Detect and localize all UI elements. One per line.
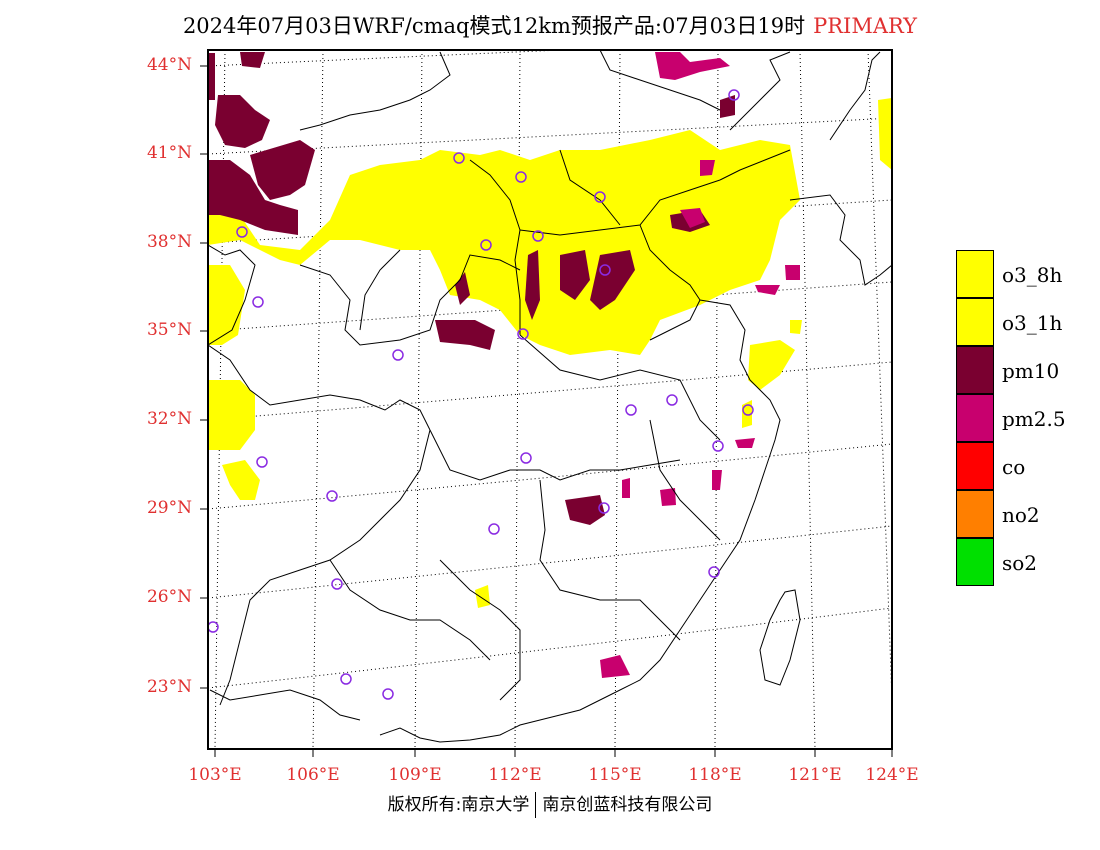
lon-label-103: 103°E — [188, 765, 242, 785]
lat-label-29: 29°N — [146, 498, 192, 518]
lon-label-115: 115°E — [588, 765, 642, 785]
pm25-regions — [600, 52, 800, 678]
lat-label-32: 32°N — [146, 409, 192, 429]
lon-label-118: 118°E — [688, 765, 742, 785]
legend-label-o3-8h: o3_8h — [1002, 263, 1063, 287]
o3-regions — [208, 98, 892, 608]
legend-swatch-o3-1h — [956, 298, 994, 346]
lon-label-124: 124°E — [865, 765, 919, 785]
legend-swatch-co — [956, 442, 994, 490]
legend-item-pm10: pm10 — [956, 346, 1059, 394]
lat-label-38: 38°N — [146, 232, 192, 252]
legend-swatch-pm25 — [956, 394, 994, 442]
axis-ticks — [200, 65, 893, 757]
lon-label-121: 121°E — [788, 765, 842, 785]
legend-item-o3-8h: o3_8h — [956, 250, 1062, 298]
legend-item-o3-1h: o3_1h — [956, 298, 1062, 346]
legend: o3_8h o3_1h pm10 pm2.5 co no2 so2 — [956, 250, 1066, 586]
lat-label-35: 35°N — [146, 320, 192, 340]
lat-label-23: 23°N — [146, 677, 192, 697]
title-tag: PRIMARY — [813, 14, 918, 38]
legend-label-co: co — [1002, 455, 1026, 479]
lon-label-106: 106°E — [286, 765, 340, 785]
legend-label-pm10: pm10 — [1002, 359, 1060, 383]
map-title: 2024年07月03日WRF/cmaq模式12km预报产品:07月03日19时 P… — [0, 10, 1100, 40]
lat-label-41: 41°N — [146, 143, 192, 163]
legend-label-o3-1h: o3_1h — [1002, 311, 1063, 335]
legend-item-no2: no2 — [956, 490, 1040, 538]
title-main: 2024年07月03日WRF/cmaq模式12km预报产品:07月03日19时 — [182, 14, 806, 38]
latitude-gridlines — [208, 50, 892, 689]
boundary-lines — [208, 50, 892, 743]
lat-label-44: 44°N — [146, 55, 192, 75]
legend-label-no2: no2 — [1002, 503, 1040, 527]
lon-label-112: 112°E — [488, 765, 542, 785]
legend-item-co: co — [956, 442, 1025, 490]
footer-right: 南京创蓝科技有限公司 — [542, 795, 713, 815]
footer-left: 版权所有:南京大学 — [387, 795, 530, 815]
map-frame — [207, 49, 893, 750]
legend-swatch-o3-8h — [956, 250, 994, 298]
lon-label-109: 109°E — [388, 765, 442, 785]
lat-label-26: 26°N — [146, 587, 192, 607]
legend-label-so2: so2 — [1002, 551, 1038, 575]
legend-item-pm25: pm2.5 — [956, 394, 1066, 442]
legend-item-so2: so2 — [956, 538, 1037, 586]
station-markers — [208, 89, 754, 700]
legend-label-pm25: pm2.5 — [1002, 407, 1066, 431]
footer-separator — [535, 792, 537, 818]
copyright-footer: 版权所有:南京大学 南京创蓝科技有限公司 — [0, 790, 1100, 818]
legend-swatch-no2 — [956, 490, 994, 538]
legend-swatch-so2 — [956, 538, 994, 586]
pm10-regions — [208, 52, 735, 525]
legend-swatch-pm10 — [956, 346, 994, 394]
